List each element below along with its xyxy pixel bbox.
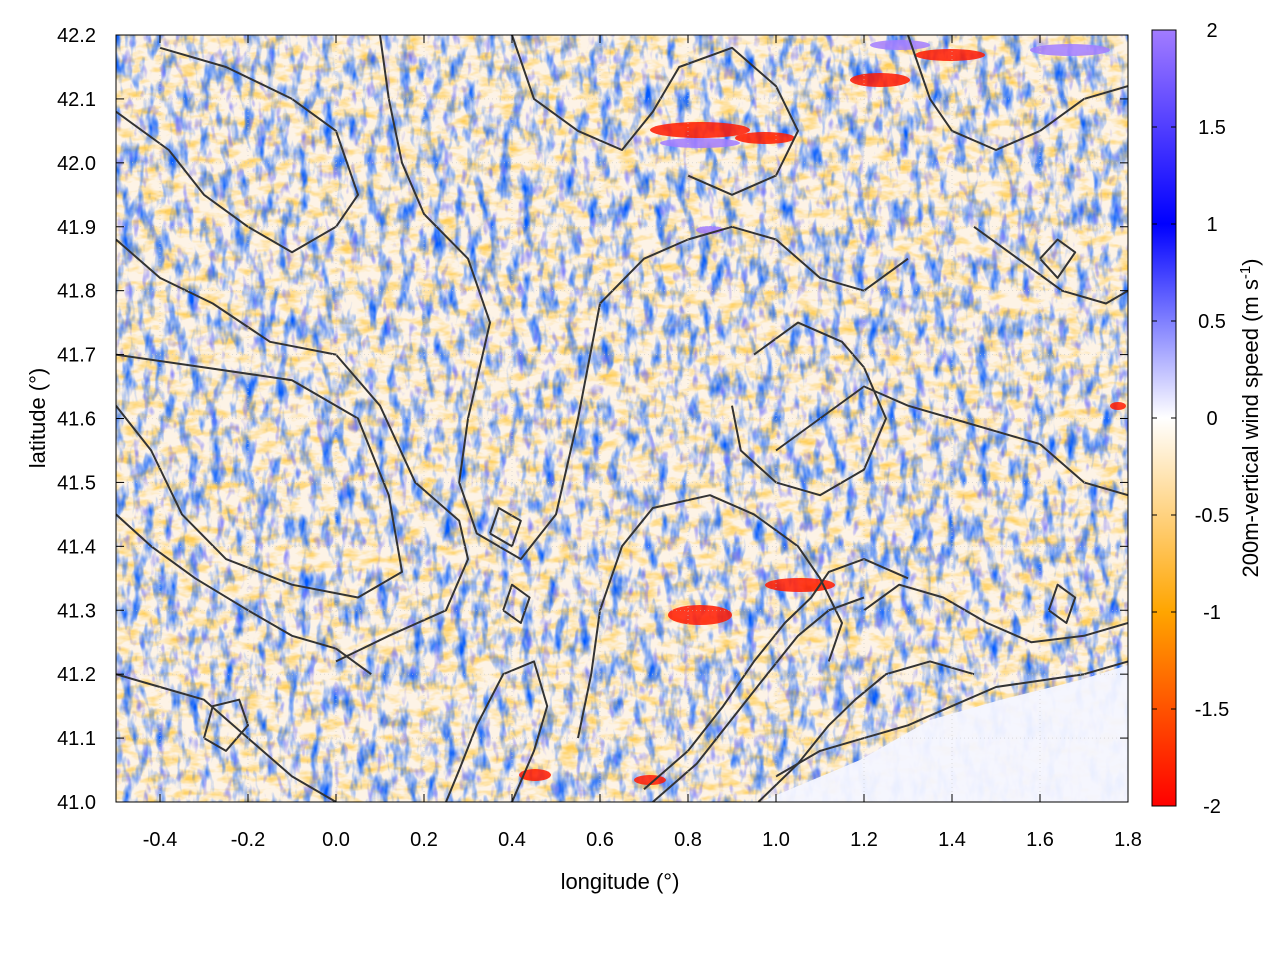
y-axis-label: latitude (°): [25, 368, 50, 469]
contour-line-5: [445, 660, 549, 802]
contour-line-22: [1039, 238, 1077, 279]
contour-line-4: [379, 35, 909, 561]
y-tick-label-7: 41.7: [57, 345, 96, 367]
terrain-contours: [116, 35, 1128, 802]
y-tick-label-0: 41.0: [57, 792, 96, 814]
y-tick-label-2: 41.2: [57, 664, 96, 686]
y-tick-label-10: 42.0: [57, 153, 96, 175]
contour-line-2: [116, 238, 469, 663]
x-tick-label-9: 1.4: [938, 829, 966, 851]
y-tick-label-12: 42.2: [57, 25, 96, 47]
x-tick-label-1: -0.2: [231, 829, 265, 851]
contour-line-0: [116, 673, 337, 802]
colorbar-tick-label-0: -2: [1203, 796, 1221, 818]
x-axis-label: longitude (°): [561, 869, 680, 894]
x-tick-label-4: 0.4: [498, 829, 526, 851]
y-tick-label-3: 41.3: [57, 600, 96, 622]
contour-line-14: [511, 35, 799, 196]
x-tick-label-3: 0.2: [410, 829, 438, 851]
contour-line-21: [1047, 583, 1077, 624]
y-tick-label-6: 41.6: [57, 409, 96, 431]
x-tick-label-0: -0.4: [143, 829, 177, 851]
contour-line-20: [489, 507, 522, 548]
contour-line-7: [643, 558, 909, 790]
colorbar-label: 200m-vertical wind speed (m s-1): [1237, 258, 1263, 577]
x-tick-label-5: 0.6: [586, 829, 614, 851]
colorbar-ticks: -2 -1.5 -1 -0.5 0 0.5 1 1.5 2: [1152, 20, 1229, 818]
y-tick-label-1: 41.1: [57, 728, 96, 750]
colorbar-tick-label-8: 2: [1206, 20, 1217, 42]
y-tick-label-9: 41.9: [57, 217, 96, 239]
contour-line-13: [731, 321, 887, 497]
x-tick-label-11: 1.8: [1114, 829, 1142, 851]
colorbar-tick-label-1: -1.5: [1195, 699, 1229, 721]
colorbar-tick-label-7: 1.5: [1198, 117, 1226, 139]
colorbar-tick-label-2: -1: [1203, 602, 1221, 624]
colorbar-tick-label-4: 0: [1206, 408, 1217, 430]
strong-updraft-patches: [519, 49, 1126, 785]
contour-line-18: [203, 698, 249, 752]
contour-line-6: [577, 494, 843, 739]
colorbar-label-close: ): [1238, 258, 1263, 265]
contour-line-1: [116, 353, 403, 599]
colorbar-label-main: 200m-vertical wind speed (m s: [1238, 279, 1263, 577]
y-tick-label-8: 41.8: [57, 281, 96, 303]
y-axis-ticks: 41.0 41.1 41.2 41.3 41.4 41.5 41.6 41.7 41.8 41.9…: [57, 25, 1128, 814]
y-tick-label-5: 41.5: [57, 472, 96, 494]
colorbar-tick-label-3: -0.5: [1195, 505, 1229, 527]
calm-region: [760, 665, 1128, 802]
contour-line-10: [863, 583, 1128, 644]
y-tick-label-11: 42.1: [57, 89, 96, 111]
contour-line-11: [775, 660, 1128, 778]
x-tick-label-6: 0.8: [674, 829, 702, 851]
x-tick-label-2: 0.0: [322, 829, 350, 851]
colorbar-label-unit-exponent: -1: [1237, 266, 1254, 279]
x-tick-label-8: 1.2: [850, 829, 878, 851]
colorbar-tick-label-5: 0.5: [1198, 311, 1226, 333]
strong-downdraft-patches: [660, 40, 1110, 234]
x-axis-ticks: -0.4 -0.2 0.0 0.2 0.4 0.6 0.8 1.0 1.2 1.4 1.6 1.8: [143, 35, 1142, 851]
contour-line-19: [502, 583, 531, 624]
x-tick-label-7: 1.0: [762, 829, 790, 851]
y-tick-label-4: 41.4: [57, 536, 96, 558]
x-tick-label-10: 1.6: [1026, 829, 1054, 851]
contour-line-16: [973, 225, 1128, 305]
colorbar-tick-label-6: 1: [1206, 214, 1217, 236]
